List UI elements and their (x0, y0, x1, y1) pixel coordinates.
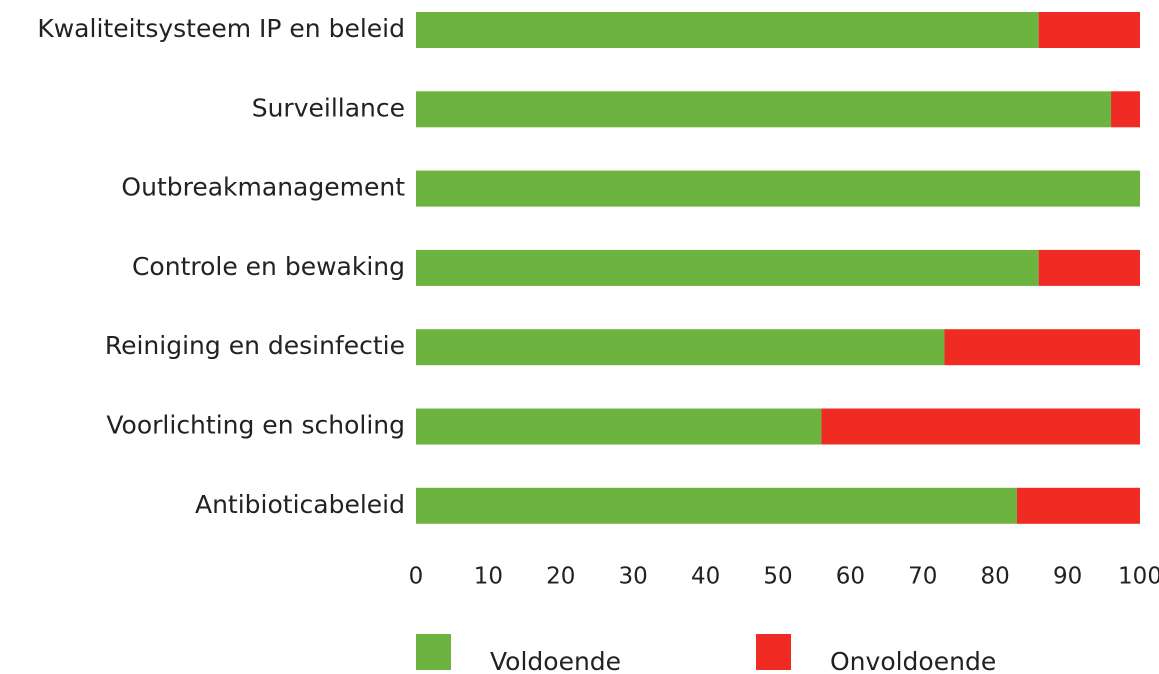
x-tick-label: 30 (619, 564, 648, 590)
x-tick-label: 50 (763, 564, 792, 590)
bar-segment (944, 329, 1140, 366)
x-tick-label: 60 (836, 564, 865, 590)
x-tick-label: 90 (1053, 564, 1082, 590)
category-label: Kwaliteitsysteem IP en beleid (37, 14, 405, 43)
bar-segment (1111, 91, 1140, 128)
x-tick-label: 70 (908, 564, 937, 590)
legend-swatch (756, 634, 791, 670)
bar-segment (1038, 249, 1140, 286)
x-tick-label: 20 (546, 564, 575, 590)
bar-segment (1016, 487, 1140, 524)
category-label: Surveillance (252, 93, 405, 122)
category-label: Reiniging en desinfectie (105, 331, 405, 360)
bar-segment (416, 329, 945, 366)
bar-segment (416, 487, 1017, 524)
x-tick-label: 40 (691, 564, 720, 590)
legend-label: Voldoende (490, 647, 621, 674)
category-label: Voorlichting en scholing (106, 411, 405, 440)
legend-label: Onvoldoende (830, 647, 996, 674)
x-tick-label: 80 (981, 564, 1010, 590)
bar-segment (821, 408, 1140, 445)
bar-segment (416, 249, 1039, 286)
category-label: Outbreakmanagement (121, 173, 405, 202)
category-label: Controle en bewaking (132, 252, 405, 281)
x-tick-label: 10 (474, 564, 503, 590)
x-tick-label: 0 (409, 564, 424, 590)
x-tick-label: 100 (1118, 564, 1159, 590)
bar-segment (416, 170, 1140, 207)
category-label: Antibioticabeleid (195, 490, 405, 519)
bar-segment (416, 408, 822, 445)
legend-swatch (416, 634, 451, 670)
bar-segment (1038, 12, 1140, 48)
bar-segment (416, 12, 1039, 48)
bar-segment (416, 91, 1112, 128)
